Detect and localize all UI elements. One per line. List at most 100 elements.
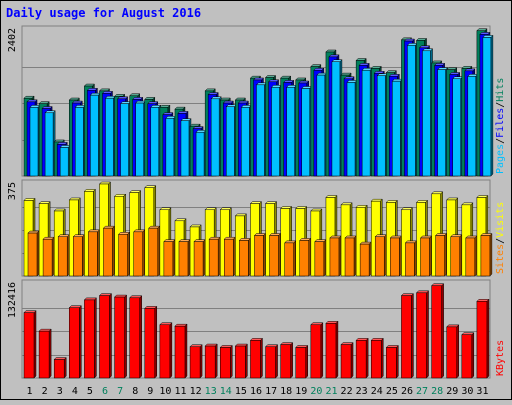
day-label-15: 15	[235, 386, 247, 397]
bar-pages-day-23	[361, 67, 373, 177]
bar-sites-day-2	[42, 236, 55, 277]
bars-kbytes	[23, 283, 490, 379]
day-label-1: 1	[27, 386, 33, 397]
day-label-7: 7	[117, 386, 123, 397]
bar-sites-day-9	[148, 225, 161, 277]
bar-pages-day-5	[89, 92, 101, 177]
bar-kbytes-day-14	[219, 344, 233, 379]
bar-kbytes-day-10	[159, 322, 173, 379]
day-label-31: 31	[476, 386, 488, 397]
bar-kbytes-day-18	[280, 342, 294, 379]
bar-pages-day-3	[59, 144, 71, 177]
day-label-28: 28	[431, 386, 443, 397]
bar-pages-day-20	[316, 72, 328, 177]
day-label-19: 19	[295, 386, 307, 397]
bar-kbytes-day-29	[446, 324, 460, 379]
day-label-10: 10	[159, 386, 171, 397]
bar-sites-day-30	[465, 235, 478, 277]
bar-sites-day-5	[87, 229, 100, 277]
day-label-12: 12	[190, 386, 202, 397]
bar-pages-day-11	[180, 118, 192, 177]
day-label-8: 8	[132, 386, 138, 397]
day-label-5: 5	[87, 386, 93, 397]
day-label-21: 21	[325, 386, 337, 397]
panel-legend: KBytes	[495, 340, 506, 376]
day-label-2: 2	[42, 386, 48, 397]
panel-visits-sites: 375 Sites/Visits	[7, 179, 506, 277]
bar-sites-day-15	[238, 237, 251, 277]
day-label-4: 4	[72, 386, 78, 397]
bar-kbytes-day-6	[98, 293, 113, 379]
bar-kbytes-day-17	[264, 344, 279, 379]
bar-kbytes-day-5	[83, 297, 97, 379]
bar-pages-day-26	[406, 42, 419, 177]
legend-entry: Pages	[495, 144, 506, 174]
bar-sites-day-24	[374, 234, 387, 277]
bar-sites-day-12	[193, 239, 206, 277]
bar-sites-day-6	[102, 225, 116, 277]
bar-kbytes-day-12	[189, 344, 203, 379]
bar-pages-day-24	[376, 73, 388, 177]
bar-sites-day-1	[27, 230, 40, 277]
bar-sites-day-19	[299, 237, 312, 277]
bar-sites-day-25	[389, 235, 402, 277]
bar-pages-day-2	[44, 110, 56, 177]
bar-sites-day-14	[223, 236, 236, 277]
day-label-9: 9	[147, 386, 153, 397]
legend-entry: KBytes	[495, 340, 506, 376]
bar-sites-day-23	[359, 241, 372, 277]
legend-entry: Hits	[495, 78, 506, 102]
bar-kbytes-day-26	[400, 293, 415, 379]
day-label-18: 18	[280, 386, 292, 397]
bar-pages-day-14	[225, 104, 237, 177]
bar-pages-day-28	[437, 67, 449, 177]
bar-kbytes-day-22	[340, 342, 354, 379]
day-label-29: 29	[446, 386, 458, 397]
day-label-30: 30	[461, 386, 473, 397]
legend-entry: /	[495, 238, 506, 244]
bar-kbytes-day-21	[325, 320, 339, 379]
legend-entry: /	[495, 138, 506, 144]
bar-pages-day-22	[346, 79, 358, 177]
bar-kbytes-day-30	[461, 332, 475, 379]
y-max-label: 2402	[7, 28, 18, 52]
bars-hits-files-pages	[23, 28, 494, 177]
bar-pages-day-31	[482, 34, 494, 177]
bar-pages-day-30	[467, 73, 479, 177]
bar-kbytes-day-7	[113, 294, 128, 379]
bar-kbytes-day-25	[385, 344, 399, 379]
bar-pages-day-25	[391, 78, 403, 177]
bar-kbytes-day-2	[38, 328, 52, 379]
bar-sites-day-22	[344, 235, 357, 277]
bar-pages-day-19	[301, 85, 313, 177]
bar-kbytes-day-28	[431, 283, 445, 379]
bar-pages-day-6	[104, 95, 117, 177]
day-label-3: 3	[57, 386, 63, 397]
bar-kbytes-day-8	[129, 295, 143, 379]
day-labels: 1 2 3 4 5 6 7 8 9 10 11 12 13 14 15 16 17 18 19 20 21 22 23 24 2…	[27, 386, 489, 397]
bar-sites-day-3	[57, 234, 70, 277]
bar-pages-day-8	[135, 100, 147, 177]
bar-kbytes-day-4	[68, 305, 82, 379]
bar-sites-day-18	[284, 240, 297, 277]
legend-entry: Sites	[495, 244, 506, 274]
bar-sites-day-26	[404, 240, 418, 277]
bar-pages-day-12	[195, 129, 207, 177]
bars-visits-sites	[23, 181, 493, 277]
bar-pages-day-1	[29, 104, 41, 177]
chart-title: Daily usage for August 2016	[6, 6, 201, 20]
day-label-11: 11	[174, 386, 186, 397]
bar-sites-day-10	[163, 239, 176, 277]
bar-kbytes-day-23	[355, 337, 369, 379]
panel-kbytes: 132416 KBytes	[7, 279, 506, 379]
legend-entry: /	[495, 102, 506, 108]
bar-kbytes-day-27	[415, 290, 430, 379]
legend-entry: Files	[495, 108, 506, 138]
panel-legend: Sites/Visits	[495, 202, 506, 274]
bar-kbytes-day-31	[476, 298, 490, 379]
day-label-14: 14	[220, 386, 232, 397]
bar-pages-day-15	[240, 104, 252, 177]
bar-sites-day-16	[253, 232, 267, 277]
bar-kbytes-day-16	[249, 337, 264, 379]
